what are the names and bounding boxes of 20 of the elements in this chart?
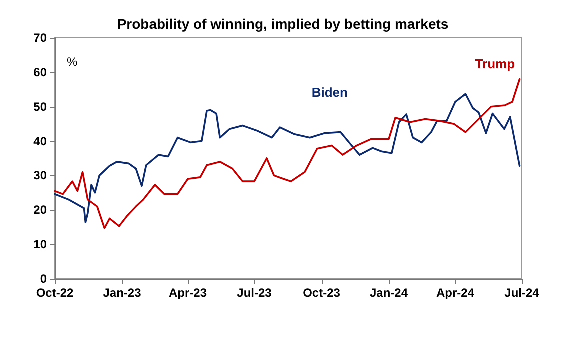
y-tick-label: 50: [34, 100, 48, 114]
x-tick-label: Oct-23: [303, 286, 341, 300]
y-tick-label: 20: [34, 203, 48, 218]
y-tick-label: 0: [40, 272, 48, 286]
text: Biden: [312, 85, 348, 100]
y-tick-label: 40: [34, 134, 48, 148]
series-label: Trump: [475, 56, 516, 72]
x-tick-label: Jan-24: [370, 286, 408, 300]
x-tick-label: Jan-23: [103, 286, 142, 300]
y-tick-label: 30: [34, 168, 48, 183]
x-tick-label: Jul-24: [504, 286, 540, 300]
chart-title: Probability of winning, implied by betting markets: [117, 16, 449, 32]
x-tick-label: Apr-24: [436, 286, 475, 300]
y-axis-title: %: [67, 55, 78, 69]
y-tick-label: 70: [34, 31, 48, 45]
y-tick-label: 60: [34, 65, 48, 80]
x-tick-label: Jul-23: [237, 286, 272, 300]
y-tick-label: 10: [34, 238, 48, 252]
x-tick-label: Oct-22: [36, 286, 74, 300]
x-tick-label: Apr-23: [169, 286, 208, 300]
